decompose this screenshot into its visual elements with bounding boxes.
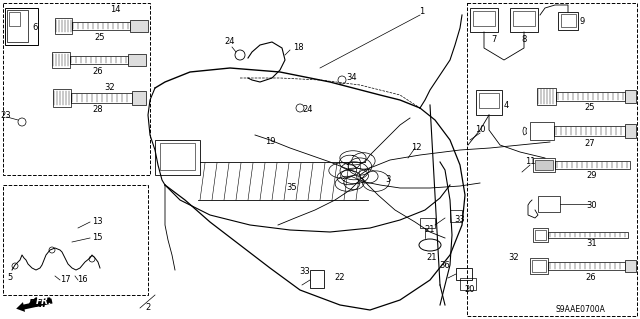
Text: 2: 2 (145, 303, 150, 313)
Text: 17: 17 (60, 276, 70, 285)
Bar (537, 88, 556, 105)
Text: 18: 18 (292, 43, 303, 53)
Bar (470, 8, 498, 32)
Text: FR.: FR. (29, 299, 47, 309)
Bar (456, 268, 472, 280)
FancyArrow shape (16, 299, 52, 312)
Text: 5: 5 (8, 273, 13, 283)
Bar (513, 11, 535, 26)
Bar (530, 122, 554, 140)
Bar (128, 54, 146, 66)
Bar (7, 10, 28, 42)
Bar (533, 228, 548, 242)
Text: 3: 3 (385, 175, 390, 184)
Text: 14: 14 (109, 5, 120, 14)
Bar (554, 126, 625, 136)
Text: 33: 33 (454, 216, 465, 225)
Text: 13: 13 (92, 218, 102, 226)
Text: 10: 10 (475, 125, 485, 135)
Bar (530, 258, 548, 274)
Bar (538, 196, 560, 212)
Bar (479, 93, 499, 108)
Bar (3, 185, 148, 295)
Bar (52, 52, 70, 68)
Text: 24: 24 (225, 38, 236, 47)
Text: 26: 26 (586, 272, 596, 281)
Text: 23: 23 (0, 110, 11, 120)
Bar (467, 3, 637, 316)
Text: FR.: FR. (36, 298, 52, 307)
Bar (160, 143, 195, 170)
Bar (473, 11, 495, 26)
Bar (420, 218, 435, 228)
Bar (450, 210, 462, 222)
Text: 25: 25 (585, 103, 595, 113)
Bar (533, 158, 555, 172)
Bar (460, 278, 476, 290)
Bar (535, 230, 546, 240)
Text: 20: 20 (465, 286, 476, 294)
Text: 33: 33 (300, 268, 310, 277)
Bar (625, 90, 636, 103)
Text: 32: 32 (105, 83, 115, 92)
Bar (548, 232, 628, 238)
Bar (3, 3, 150, 175)
Bar (535, 160, 553, 170)
Bar (548, 262, 625, 270)
Text: 19: 19 (265, 137, 275, 146)
Bar (132, 91, 146, 105)
Bar (532, 260, 546, 272)
Text: 7: 7 (492, 35, 497, 44)
Text: 16: 16 (77, 276, 87, 285)
Text: 21: 21 (425, 226, 435, 234)
Text: 12: 12 (411, 144, 421, 152)
Bar (55, 18, 72, 34)
Bar (476, 90, 502, 115)
Text: 30: 30 (587, 201, 597, 210)
Text: 15: 15 (92, 234, 102, 242)
Bar (5, 8, 38, 45)
Text: 6: 6 (32, 23, 38, 32)
Bar (53, 89, 71, 107)
Bar (70, 56, 128, 64)
Bar (625, 260, 636, 272)
Text: 9: 9 (579, 18, 584, 26)
Bar (310, 270, 324, 288)
Text: 22: 22 (335, 273, 345, 283)
Bar (155, 140, 200, 175)
Bar (556, 92, 625, 101)
Text: 31: 31 (587, 240, 597, 249)
Text: 27: 27 (585, 138, 595, 147)
Text: 36: 36 (440, 261, 451, 270)
Text: 1: 1 (419, 8, 424, 17)
Text: 11: 11 (525, 158, 535, 167)
Text: 8: 8 (522, 35, 527, 44)
Text: S9AAE0700A: S9AAE0700A (555, 306, 605, 315)
Text: 28: 28 (93, 105, 103, 114)
Bar (558, 12, 578, 30)
Text: 34: 34 (347, 73, 357, 83)
Bar (625, 124, 636, 138)
Text: 25: 25 (95, 33, 105, 41)
Bar (9, 12, 20, 26)
Text: 4: 4 (504, 100, 509, 109)
Text: 26: 26 (93, 68, 103, 77)
Bar (510, 8, 538, 32)
Bar (71, 93, 132, 103)
Bar (72, 22, 130, 30)
Text: 29: 29 (587, 170, 597, 180)
Bar (555, 161, 630, 169)
Text: 35: 35 (287, 183, 298, 192)
Text: 21: 21 (427, 254, 437, 263)
Text: 32: 32 (509, 253, 519, 262)
Bar (561, 14, 576, 27)
Text: 24: 24 (303, 106, 313, 115)
Bar (130, 20, 148, 32)
